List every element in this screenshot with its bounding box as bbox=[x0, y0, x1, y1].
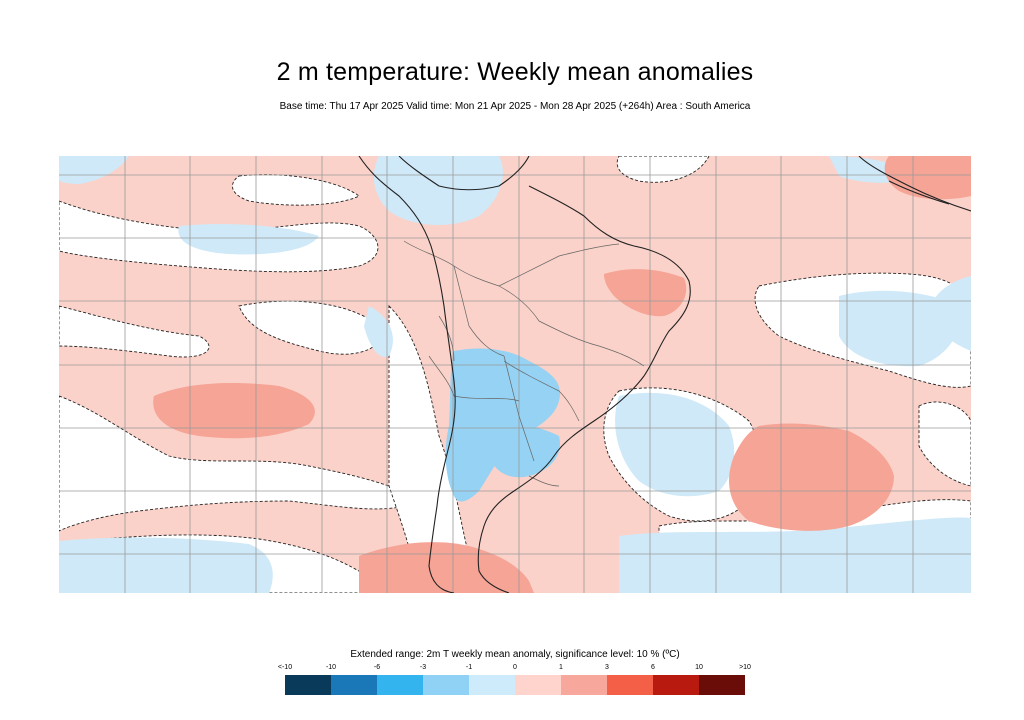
legend-labels: <-10 -10 -6 -3 -1 0 1 3 6 10 >10 bbox=[278, 664, 751, 674]
legend-label: -1 bbox=[465, 664, 473, 671]
legend-label: 3 bbox=[605, 664, 609, 671]
legend-swatch bbox=[423, 675, 469, 695]
legend-label: 6 bbox=[651, 664, 655, 671]
legend-swatch bbox=[469, 675, 515, 695]
anomaly-map-svg bbox=[59, 156, 971, 593]
legend-label: -3 bbox=[419, 664, 427, 671]
legend-label: >10 bbox=[739, 664, 751, 671]
legend-label: 1 bbox=[559, 664, 563, 671]
map-warm-mid-regions bbox=[153, 156, 971, 593]
legend-color-bar bbox=[285, 675, 745, 695]
legend-swatch bbox=[377, 675, 423, 695]
map-country-borders bbox=[403, 240, 645, 487]
chart-title: 2 m temperature: Weekly mean anomalies bbox=[276, 58, 754, 86]
map-coastline bbox=[358, 156, 971, 593]
map-cool-light-regions bbox=[59, 156, 971, 593]
map-graticule bbox=[59, 156, 971, 593]
legend-label: 10 bbox=[695, 664, 703, 671]
legend-swatch bbox=[699, 675, 745, 695]
legend-swatch bbox=[607, 675, 653, 695]
legend-swatch bbox=[515, 675, 561, 695]
map-cool-mid-regions bbox=[445, 348, 560, 502]
legend-label: -10 bbox=[325, 664, 337, 671]
chart-subtitle: Base time: Thu 17 Apr 2025 Valid time: M… bbox=[279, 101, 751, 112]
legend-label: <-10 bbox=[277, 664, 293, 671]
anomaly-map bbox=[59, 156, 971, 593]
legend-label: 0 bbox=[513, 664, 517, 671]
legend-swatch bbox=[561, 675, 607, 695]
legend-swatch bbox=[653, 675, 699, 695]
legend-label: -6 bbox=[373, 664, 381, 671]
legend-title: Extended range: 2m T weekly mean anomaly… bbox=[350, 649, 680, 660]
legend-swatch bbox=[331, 675, 377, 695]
legend-swatch bbox=[285, 675, 331, 695]
